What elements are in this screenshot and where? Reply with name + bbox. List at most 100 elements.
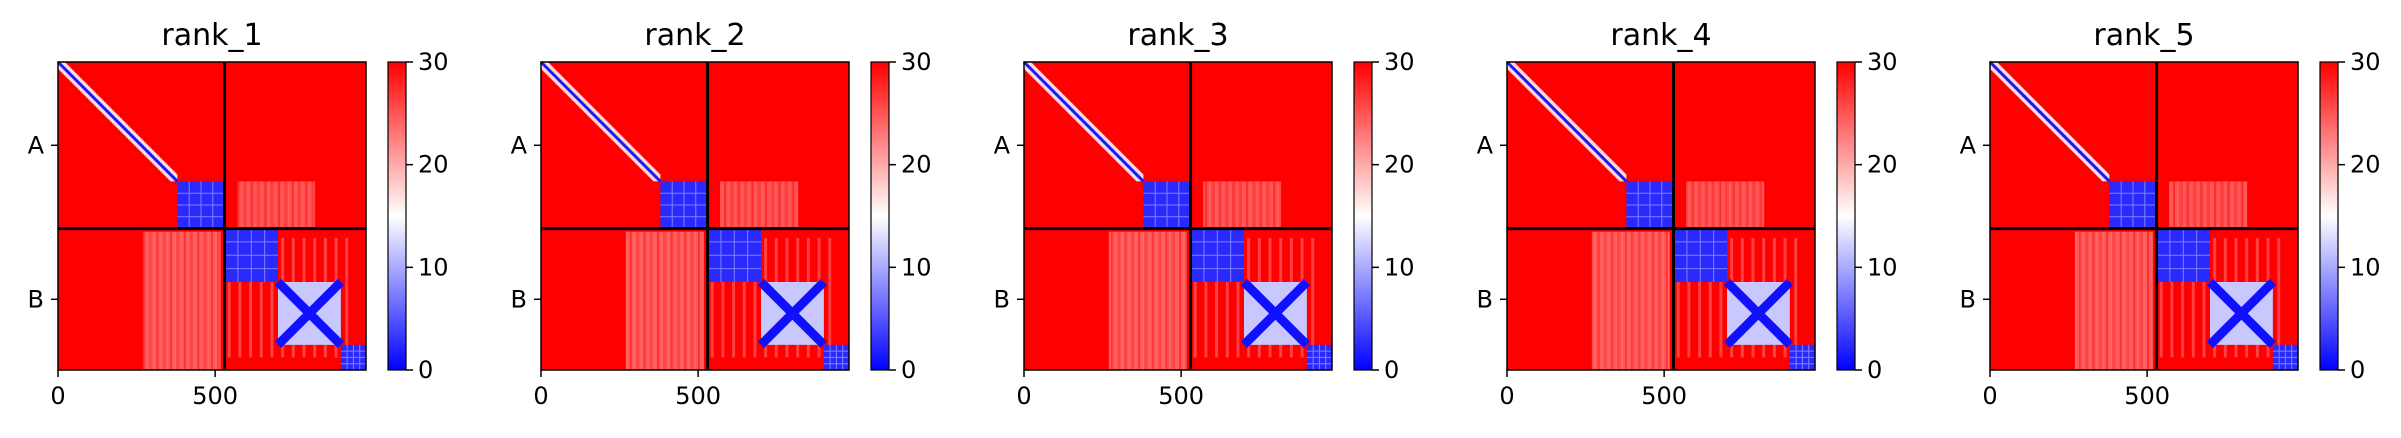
heatmap-streak (1118, 231, 1121, 370)
heatmap-streak (774, 181, 777, 229)
y-chain-label: B (511, 285, 527, 313)
heatmap-streak (218, 231, 221, 370)
heatmap-streak (2139, 231, 2142, 370)
heatmap-streak (1723, 181, 1726, 229)
heatmap-streak (1161, 231, 1164, 370)
heatmap-streak (313, 181, 316, 229)
heatmap-streak (1240, 181, 1243, 229)
heatmap-streak (181, 231, 184, 370)
heatmap-streak (2202, 181, 2205, 229)
heatmap-streak (1177, 231, 1180, 370)
heatmap-streak (629, 231, 632, 370)
heatmap-streak (270, 181, 273, 229)
heatmap-streak (1255, 181, 1258, 229)
diagonal-band (1988, 60, 2111, 183)
heatmap-streak (246, 181, 249, 229)
heatmap-streak (2127, 231, 2130, 370)
heatmap-streak (1727, 181, 1730, 229)
heatmap-streak (197, 231, 200, 370)
heatmap-streak (285, 181, 288, 229)
heatmap-streak (1257, 181, 1260, 229)
heatmap-streak (280, 181, 283, 229)
heatmap-streak (1153, 231, 1156, 370)
heatmap-streak (256, 181, 259, 229)
heatmap-streak (254, 181, 257, 229)
heatmap-streak (2106, 231, 2109, 370)
heatmap-streak (166, 231, 169, 370)
heatmap-streak (1646, 231, 1649, 370)
heatmap-streak (193, 231, 196, 370)
heatmap-streak (1662, 231, 1665, 370)
heatmap-streak (684, 231, 687, 370)
heatmap-streak (655, 231, 658, 370)
domain-cross (274, 278, 345, 349)
heatmap-streak (790, 181, 793, 229)
heatmap-streak (688, 231, 691, 370)
heatmap-streak (1238, 181, 1241, 229)
heatmap-streak (1607, 231, 1610, 370)
heatmap-streak (1210, 181, 1213, 229)
heatmap-streak (297, 181, 300, 229)
heatmap-streak (1269, 181, 1272, 229)
heatmap-streak (743, 181, 746, 229)
heatmap-streak (647, 231, 650, 370)
heatmap-streak (2137, 231, 2140, 370)
heatmap-streak (1721, 181, 1724, 229)
heatmap-streak (745, 181, 748, 229)
heatmap-streak (1205, 181, 1208, 229)
heatmap-streak (1613, 231, 1616, 370)
heatmap-streak (2150, 231, 2153, 370)
heatmap-streak (2239, 181, 2242, 229)
heatmap-streak (1246, 181, 1249, 229)
heatmap-streak (1713, 181, 1716, 229)
heatmap-streak (1108, 231, 1111, 370)
heatmap-streak (753, 181, 756, 229)
x-tick-label: 0 (50, 382, 65, 410)
heatmap-streak (2194, 181, 2197, 229)
heatmap-streak (1212, 181, 1215, 229)
heatmap-streak (1225, 238, 1229, 358)
heatmap-streak (1729, 181, 1732, 229)
heatmap-streak (214, 231, 217, 370)
heatmap-streak (303, 181, 306, 229)
heatmap-streak (203, 231, 206, 370)
heatmap-streak (2213, 181, 2216, 229)
heatmap-streak (1605, 231, 1608, 370)
heatmap-streak (680, 231, 683, 370)
y-chain-label: A (1477, 131, 1494, 159)
heatmap-streak (239, 181, 242, 229)
heatmap-streak (2159, 238, 2163, 358)
heatmap-streak (1732, 181, 1735, 229)
heatmap-streak (722, 181, 725, 229)
panel-title: rank_4 (1610, 18, 1711, 53)
heatmap-streak (1663, 231, 1666, 370)
heatmap-streak (1226, 181, 1229, 229)
heatmap-streak (784, 181, 787, 229)
heatmap-streak (1251, 181, 1254, 229)
heatmap-streak (158, 231, 161, 370)
heatmap-streak (1617, 231, 1620, 370)
heatmap-streak (733, 181, 736, 229)
heatmap-streak (631, 231, 634, 370)
heatmap-streak (311, 181, 314, 229)
heatmap-streak (1145, 231, 1148, 370)
heatmap-streak (309, 181, 312, 229)
heatmap-streak (213, 231, 216, 370)
heatmap-streak (727, 181, 730, 229)
heatmap-streak (1699, 181, 1702, 229)
heatmap-streak (142, 231, 145, 370)
heatmap-streak (1650, 231, 1653, 370)
heatmap-streak (786, 181, 789, 229)
y-chain-label: A (1960, 131, 1977, 159)
heatmap-streak (1794, 238, 1798, 358)
heatmap-streak (643, 231, 646, 370)
heatmap-streak (207, 231, 210, 370)
heatmap-streak (1698, 238, 1702, 358)
heatmap-streak (1601, 231, 1604, 370)
colorbar (1353, 61, 1373, 371)
heatmap-streak (1136, 231, 1139, 370)
panel-rank_1: rank_1 0 500 A B 0 10 20 30 (28, 18, 449, 410)
panel-title: rank_5 (2093, 18, 2194, 53)
heatmap-frame (540, 61, 850, 371)
heatmap-streak (237, 181, 240, 229)
